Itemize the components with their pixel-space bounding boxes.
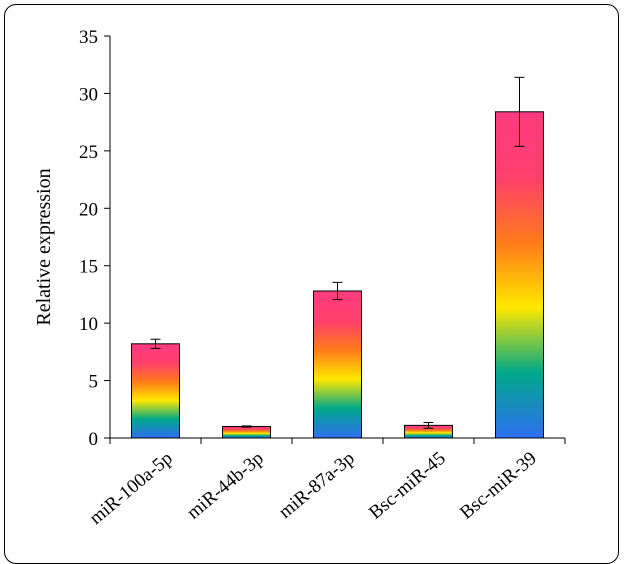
x-tick-labels: miR-100a-5p miR-44b-3p miR-87a-3p Bsc-miR-4… bbox=[86, 448, 541, 529]
bar-miR-100a-5p bbox=[131, 343, 180, 439]
y-tick-label: 5 bbox=[89, 372, 99, 393]
y-tick-label: 20 bbox=[79, 199, 98, 220]
x-axis bbox=[109, 437, 566, 444]
bar-miR-44b-3p bbox=[222, 426, 271, 439]
x-tick-label: Bsc-miR-39 bbox=[456, 448, 541, 524]
y-axis: 0 5 10 15 20 25 30 35 bbox=[79, 27, 111, 450]
y-tick-label: 25 bbox=[79, 142, 98, 163]
bars bbox=[131, 111, 544, 439]
y-tick-label: 0 bbox=[89, 429, 99, 450]
y-tick-label: 10 bbox=[79, 314, 98, 335]
y-tick-label: 35 bbox=[79, 27, 98, 48]
x-tick-label: miR-87a-3p bbox=[275, 448, 359, 523]
y-tick-label: 30 bbox=[79, 84, 98, 105]
error-bars bbox=[150, 76, 525, 429]
x-tick-label: miR-100a-5p bbox=[86, 448, 177, 529]
x-tick-label: Bsc-miR-45 bbox=[365, 448, 450, 524]
y-tick-label: 15 bbox=[79, 257, 98, 278]
bar-Bsc-miR-39 bbox=[495, 111, 544, 439]
x-tick-label: miR-44b-3p bbox=[183, 448, 268, 524]
y-axis-label: Relative expression bbox=[33, 168, 55, 325]
bar-miR-87a-3p bbox=[313, 290, 362, 439]
